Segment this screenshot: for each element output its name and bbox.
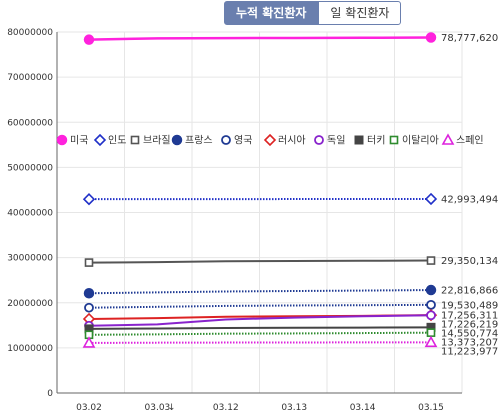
y-tick-label: 60000000 [7, 118, 53, 128]
y-tick-label: 20000000 [7, 299, 53, 309]
data-point-marker [426, 299, 436, 310]
legend-label: 러시아 [278, 135, 306, 147]
series-line [88, 314, 432, 327]
end-value-label: 13,373,207 [441, 338, 498, 349]
legend-item-9: 스페인 [441, 133, 484, 147]
x-tick-label: 03.14 [350, 403, 376, 413]
legend-item-0: 미국 [56, 134, 88, 147]
x-tick-label: 03.03 [145, 403, 171, 413]
data-point-marker [83, 34, 95, 45]
data-point-marker [425, 32, 437, 43]
legend-label: 이탈리아 [402, 134, 439, 147]
data-point-marker [83, 288, 95, 299]
legend-item-5: 러시아 [263, 133, 306, 147]
legend-label: 독일 [327, 135, 345, 147]
end-value-label: 11,223,977 [441, 347, 498, 358]
legend-marker [389, 135, 399, 145]
series-line [88, 331, 432, 336]
data-point-marker [84, 302, 94, 313]
legend-marker [441, 133, 455, 145]
legend-marker [263, 133, 277, 147]
series-2 [84, 256, 436, 267]
series-0 [83, 32, 437, 45]
y-tick-label: 40000000 [7, 209, 53, 219]
tab-daily-cases[interactable]: 일 확진환자 [318, 1, 402, 25]
end-value-label: 19,530,489 [441, 300, 498, 311]
legend-marker [56, 134, 68, 146]
chart-legend: 미국 인도 브라질 프랑스 영국 러시아 독일 터키 이탈리아 스페인 [56, 133, 484, 147]
end-value-label: 22,816,866 [441, 286, 498, 297]
tab-cumulative-cases[interactable]: 누적 확진환자 [224, 1, 319, 25]
legend-item-1: 인도 [93, 133, 126, 147]
legend-marker [171, 134, 183, 146]
legend-label: 인도 [108, 135, 126, 147]
y-tick-label: 80000000 [7, 28, 53, 38]
end-value-label: 17,256,311 [441, 311, 498, 322]
y-tick-label: 50000000 [7, 163, 53, 173]
legend-label: 스페인 [456, 135, 484, 147]
series-3 [83, 284, 437, 299]
series-9 [82, 335, 438, 348]
data-point-marker [84, 258, 94, 267]
legend-item-6: 독일 [314, 135, 345, 147]
legend-item-3: 프랑스 [171, 134, 213, 147]
data-point-marker [426, 310, 436, 321]
legend-label: 터키 [367, 135, 385, 147]
end-value-label: 78,777,620 [441, 33, 498, 44]
data-point-marker [424, 335, 438, 348]
data-point-marker [82, 336, 96, 348]
legend-label: 미국 [70, 135, 88, 147]
series-line [88, 289, 432, 295]
legend-item-8: 이탈리아 [389, 134, 439, 147]
legend-item-7: 터키 [354, 135, 385, 147]
legend-marker [130, 135, 140, 145]
series-line [88, 303, 432, 309]
data-point-marker [82, 193, 96, 206]
y-tick-label: 30000000 [7, 254, 53, 264]
end-value-label: 14,550,774 [441, 329, 498, 340]
y-tick-label: 0 [47, 389, 53, 399]
end-value-label: 29,350,134 [441, 256, 498, 267]
legend-marker [354, 135, 364, 145]
series-line [88, 341, 432, 344]
x-tick-label: 03.12 [213, 403, 239, 413]
legend-item-2: 브라질 [130, 135, 171, 147]
x-tick-label: 03.02 [76, 403, 102, 413]
chart-axes: 0 10000000 20000000 30000000 40000000 5000000… [7, 28, 462, 413]
view-tabs: 누적 확진환자 일 확진환자 [224, 1, 402, 25]
chart-grid [56, 31, 463, 394]
data-point-marker [425, 284, 437, 296]
series-line [88, 36, 432, 41]
legend-item-4: 영국 [221, 135, 252, 147]
chart-series: 78,777,620 42,993,494 29,350,134 22,816,866… [82, 32, 498, 358]
legend-marker [93, 133, 107, 147]
legend-label: 브라질 [143, 135, 171, 147]
y-tick-label: 10000000 [7, 344, 53, 354]
data-point-marker [426, 256, 436, 265]
end-value-label: 17,226,219 [441, 320, 498, 331]
axis-break-label: ↓ [168, 403, 176, 413]
legend-marker [314, 135, 324, 145]
legend-marker [221, 135, 231, 145]
legend-label: 영국 [234, 135, 252, 147]
series-1 [82, 192, 438, 206]
y-tick-label: 70000000 [7, 73, 53, 83]
series-line [88, 259, 432, 264]
end-value-label: 42,993,494 [441, 194, 498, 205]
series-4 [84, 299, 436, 313]
legend-label: 프랑스 [185, 135, 213, 147]
data-point-marker [424, 192, 438, 206]
data-point-marker [426, 328, 436, 337]
x-tick-label: 03.13 [281, 403, 307, 413]
series-line [88, 326, 432, 330]
x-tick-label: 03.15 [418, 403, 444, 413]
